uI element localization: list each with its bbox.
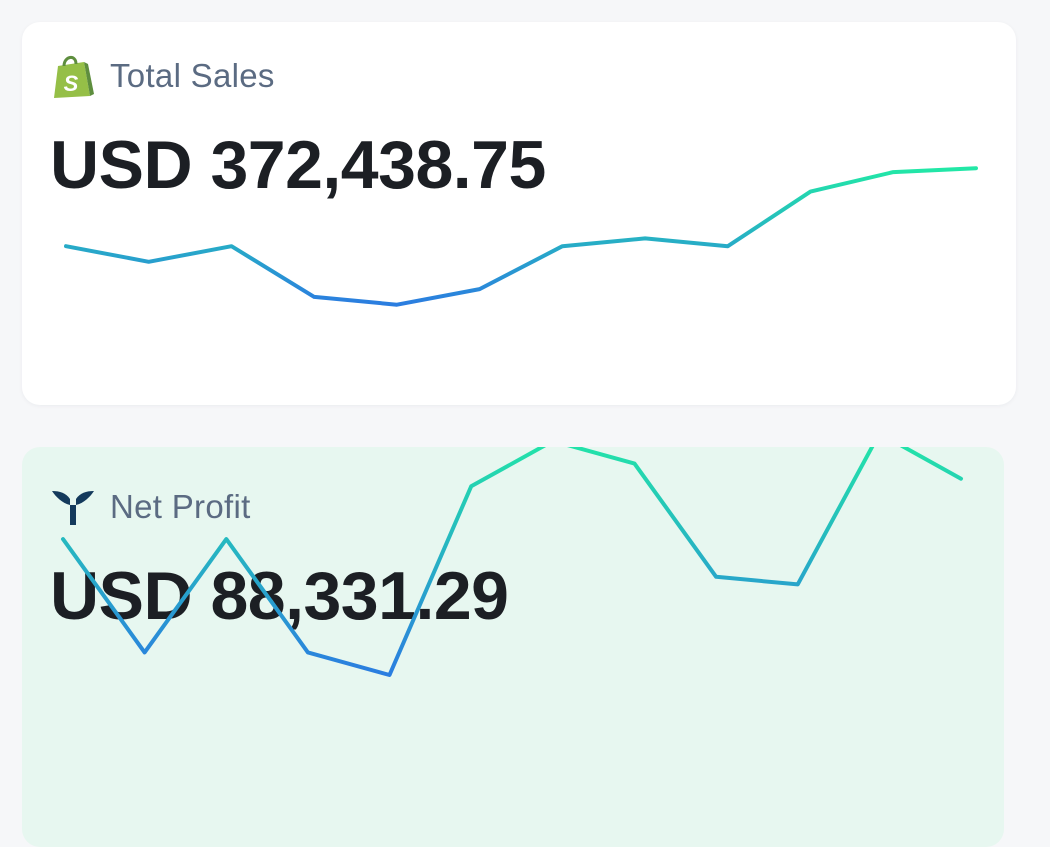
svg-text:S: S (64, 71, 79, 96)
sparkline-line (61, 447, 963, 677)
card-title: Net Profit (110, 488, 251, 525)
card-title: Total Sales (110, 57, 275, 94)
total-sales-sparkline (64, 166, 978, 307)
card-header: S Total Sales (50, 52, 275, 100)
sparkline-line (64, 166, 978, 307)
total-sales-value: USD 372,438.75 (50, 127, 546, 203)
net-profit-sparkline (61, 447, 963, 677)
whale-tail-icon (50, 483, 96, 531)
total-sales-card[interactable]: S Total Sales USD 372,438.75 (22, 22, 1016, 405)
net-profit-card[interactable]: Net Profit USD 88,331.29 (22, 447, 1004, 847)
shopify-bag-icon: S (50, 52, 96, 100)
card-header: Net Profit (50, 483, 251, 531)
net-profit-value: USD 88,331.29 (50, 558, 509, 634)
